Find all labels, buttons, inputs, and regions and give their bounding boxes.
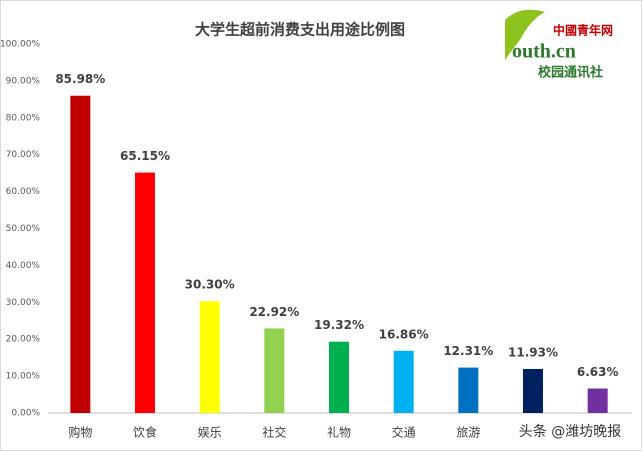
y-tick-label: 100.00% xyxy=(0,40,40,50)
logo-site: outh.cn xyxy=(512,41,576,63)
bar xyxy=(523,368,543,413)
bar xyxy=(264,328,285,413)
value-label: 19.32% xyxy=(314,318,364,332)
watermark: 头条 @潍坊晚报 xyxy=(519,423,621,440)
y-tick-label: 90.00% xyxy=(6,76,41,86)
x-tick-label: 娱乐 xyxy=(198,426,222,440)
y-tick-label: 50.00% xyxy=(6,224,41,234)
bar xyxy=(458,367,479,413)
value-label: 6.63% xyxy=(577,365,619,379)
y-tick-label: 80.00% xyxy=(6,113,41,123)
x-tick-label: 社交 xyxy=(262,425,286,440)
y-tick-label: 30.00% xyxy=(6,298,41,308)
logo-brand: 中國青年网 xyxy=(553,23,613,38)
bar xyxy=(393,350,414,413)
x-tick-label: 交通 xyxy=(392,425,416,440)
logo-subtitle: 校园通讯社 xyxy=(538,65,603,81)
value-label: 16.86% xyxy=(379,327,429,341)
x-tick-label: 购物 xyxy=(68,425,92,440)
y-tick-label: 70.00% xyxy=(6,150,41,160)
y-tick-label: 10.00% xyxy=(6,372,41,382)
bar xyxy=(135,172,155,413)
value-label: 12.31% xyxy=(443,344,493,358)
x-tick-label: 饮食 xyxy=(133,425,157,440)
value-label: 11.93% xyxy=(508,345,558,359)
x-tick-label: 旅游 xyxy=(456,426,480,440)
bar xyxy=(199,301,220,413)
value-label: 30.30% xyxy=(185,278,235,292)
value-label: 85.98% xyxy=(55,72,105,86)
value-label: 65.15% xyxy=(120,149,170,163)
bar xyxy=(70,95,91,414)
value-label: 22.92% xyxy=(249,305,299,319)
logo: 中國青年网 outh.cn 校园通讯社 xyxy=(505,9,613,81)
logo-leaf xyxy=(505,9,545,60)
bar xyxy=(587,388,608,413)
y-tick-label: 0.00% xyxy=(11,409,40,419)
y-tick-label: 20.00% xyxy=(6,335,41,345)
bar xyxy=(329,341,349,413)
y-tick-label: 60.00% xyxy=(6,187,41,197)
chart-title: 大学生超前消费支出用途比例图 xyxy=(195,21,405,39)
x-tick-label: 礼物 xyxy=(327,425,351,440)
y-tick-label: 40.00% xyxy=(6,261,41,271)
